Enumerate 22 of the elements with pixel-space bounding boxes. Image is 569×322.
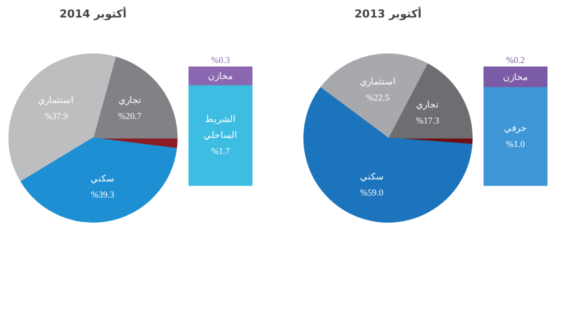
data-label: %39.3 <box>90 189 115 200</box>
data-label: %1.0 <box>506 139 526 150</box>
series-label: مخازن <box>503 72 528 83</box>
data-label: %0.3 <box>211 54 230 65</box>
slice-label: استثماري <box>38 95 74 106</box>
data-label: %22.5 <box>366 92 390 103</box>
data-label: %17.3 <box>416 115 440 126</box>
slice-label: سكني <box>360 171 384 182</box>
slice-label: سكني <box>90 173 115 184</box>
data-label: %20.7 <box>118 111 142 122</box>
series-label: حرفي <box>504 123 527 134</box>
series-label: مخازن <box>208 70 233 82</box>
slice-label: تجاري <box>118 95 142 106</box>
chart-title: أكتوبر 2014 <box>60 6 126 20</box>
chart-title: أكتوبر 2013 <box>354 6 422 20</box>
series-label: الشريط الساحلي <box>204 114 238 140</box>
data-label: %59.0 <box>360 187 384 198</box>
data-label: %1.7 <box>211 146 230 156</box>
slice-label: تجاري <box>416 99 440 110</box>
slice-label: استثماري <box>360 76 396 88</box>
data-label: %37.9 <box>44 111 68 122</box>
data-label: %0.2 <box>506 54 525 65</box>
